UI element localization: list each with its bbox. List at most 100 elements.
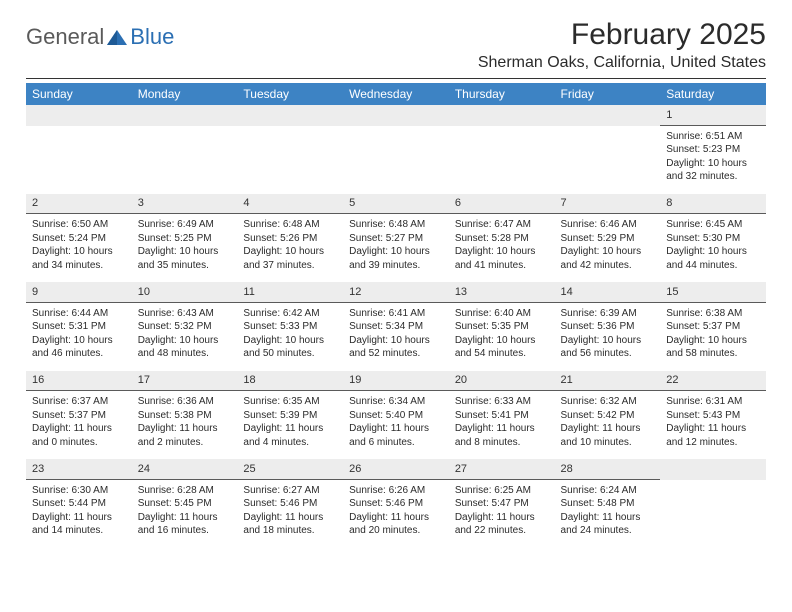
day-day2: and 39 minutes. [349,259,443,273]
day-day2: and 2 minutes. [138,436,232,450]
day-number-cell [343,105,449,125]
day-number-cell: 10 [132,282,238,302]
day-day1: Daylight: 10 hours [561,334,655,348]
logo-triangle-icon [106,28,128,46]
day-day1: Daylight: 11 hours [455,511,549,525]
title-block: February 2025 Sherman Oaks, California, … [478,18,766,72]
day-day2: and 4 minutes. [243,436,337,450]
day-sunrise: Sunrise: 6:47 AM [455,218,549,232]
day-number-cell: 15 [660,282,766,302]
day-number-cell: 25 [237,459,343,479]
day-detail-cell: Sunrise: 6:41 AMSunset: 5:34 PMDaylight:… [343,302,449,371]
day-sunrise: Sunrise: 6:26 AM [349,484,443,498]
day-detail-cell: Sunrise: 6:50 AMSunset: 5:24 PMDaylight:… [26,214,132,283]
day-detail-cell [555,125,661,194]
daynum-row: 1 [26,105,766,125]
day-day1: Daylight: 10 hours [138,334,232,348]
day-sunset: Sunset: 5:32 PM [138,320,232,334]
day-detail-cell: Sunrise: 6:46 AMSunset: 5:29 PMDaylight:… [555,214,661,283]
day-sunrise: Sunrise: 6:46 AM [561,218,655,232]
day-number-cell: 12 [343,282,449,302]
divider [26,78,766,79]
day-day1: Daylight: 10 hours [455,334,549,348]
day-sunset: Sunset: 5:42 PM [561,409,655,423]
day-detail-cell [237,125,343,194]
day-day1: Daylight: 11 hours [243,511,337,525]
day-detail-cell: Sunrise: 6:28 AMSunset: 5:45 PMDaylight:… [132,479,238,548]
calendar-page: General Blue February 2025 Sherman Oaks,… [0,0,792,558]
location: Sherman Oaks, California, United States [478,54,766,72]
day-day1: Daylight: 11 hours [138,422,232,436]
day-sunset: Sunset: 5:35 PM [455,320,549,334]
daynum-row: 16171819202122 [26,371,766,391]
dow-saturday: Saturday [660,83,766,105]
day-day2: and 16 minutes. [138,524,232,538]
day-number-cell [660,459,766,479]
day-day2: and 48 minutes. [138,347,232,361]
logo-text-blue: Blue [130,24,174,50]
day-day2: and 41 minutes. [455,259,549,273]
day-sunset: Sunset: 5:27 PM [349,232,443,246]
day-detail-cell: Sunrise: 6:35 AMSunset: 5:39 PMDaylight:… [237,391,343,460]
day-number-cell: 4 [237,194,343,214]
day-day1: Daylight: 10 hours [32,334,126,348]
day-day2: and 20 minutes. [349,524,443,538]
day-sunrise: Sunrise: 6:43 AM [138,307,232,321]
day-number-cell: 28 [555,459,661,479]
day-number-cell: 5 [343,194,449,214]
day-detail-cell: Sunrise: 6:33 AMSunset: 5:41 PMDaylight:… [449,391,555,460]
day-detail-cell: Sunrise: 6:45 AMSunset: 5:30 PMDaylight:… [660,214,766,283]
day-detail-cell: Sunrise: 6:38 AMSunset: 5:37 PMDaylight:… [660,302,766,371]
day-detail-cell: Sunrise: 6:48 AMSunset: 5:27 PMDaylight:… [343,214,449,283]
day-day2: and 24 minutes. [561,524,655,538]
day-day1: Daylight: 11 hours [455,422,549,436]
header: General Blue February 2025 Sherman Oaks,… [26,18,766,72]
day-sunset: Sunset: 5:41 PM [455,409,549,423]
day-day2: and 34 minutes. [32,259,126,273]
day-number-cell [449,105,555,125]
day-sunset: Sunset: 5:46 PM [349,497,443,511]
detail-row: Sunrise: 6:51 AMSunset: 5:23 PMDaylight:… [26,125,766,194]
day-number-cell: 13 [449,282,555,302]
day-number-cell: 14 [555,282,661,302]
day-sunrise: Sunrise: 6:50 AM [32,218,126,232]
day-number-cell: 16 [26,371,132,391]
day-sunrise: Sunrise: 6:35 AM [243,395,337,409]
day-detail-cell: Sunrise: 6:37 AMSunset: 5:37 PMDaylight:… [26,391,132,460]
day-detail-cell: Sunrise: 6:24 AMSunset: 5:48 PMDaylight:… [555,479,661,548]
day-number-cell: 7 [555,194,661,214]
day-sunset: Sunset: 5:46 PM [243,497,337,511]
day-detail-cell [660,479,766,548]
day-number-cell: 17 [132,371,238,391]
day-sunset: Sunset: 5:34 PM [349,320,443,334]
calendar-table: Sunday Monday Tuesday Wednesday Thursday… [26,83,766,548]
day-detail-cell: Sunrise: 6:47 AMSunset: 5:28 PMDaylight:… [449,214,555,283]
day-sunset: Sunset: 5:23 PM [666,143,760,157]
day-day1: Daylight: 11 hours [243,422,337,436]
day-sunset: Sunset: 5:48 PM [561,497,655,511]
day-day2: and 42 minutes. [561,259,655,273]
day-detail-cell: Sunrise: 6:49 AMSunset: 5:25 PMDaylight:… [132,214,238,283]
day-detail-cell [26,125,132,194]
day-detail-cell: Sunrise: 6:31 AMSunset: 5:43 PMDaylight:… [660,391,766,460]
day-day1: Daylight: 11 hours [349,511,443,525]
dow-tuesday: Tuesday [237,83,343,105]
day-sunrise: Sunrise: 6:41 AM [349,307,443,321]
day-day2: and 54 minutes. [455,347,549,361]
day-detail-cell: Sunrise: 6:25 AMSunset: 5:47 PMDaylight:… [449,479,555,548]
day-number-cell: 19 [343,371,449,391]
day-day1: Daylight: 10 hours [561,245,655,259]
day-number-cell [26,105,132,125]
day-day2: and 0 minutes. [32,436,126,450]
day-detail-cell: Sunrise: 6:51 AMSunset: 5:23 PMDaylight:… [660,125,766,194]
day-sunrise: Sunrise: 6:44 AM [32,307,126,321]
daynum-row: 9101112131415 [26,282,766,302]
day-detail-cell: Sunrise: 6:40 AMSunset: 5:35 PMDaylight:… [449,302,555,371]
day-detail-cell: Sunrise: 6:34 AMSunset: 5:40 PMDaylight:… [343,391,449,460]
dow-friday: Friday [555,83,661,105]
day-day2: and 18 minutes. [243,524,337,538]
dow-wednesday: Wednesday [343,83,449,105]
day-of-week-row: Sunday Monday Tuesday Wednesday Thursday… [26,83,766,105]
detail-row: Sunrise: 6:50 AMSunset: 5:24 PMDaylight:… [26,214,766,283]
month-title: February 2025 [478,18,766,52]
